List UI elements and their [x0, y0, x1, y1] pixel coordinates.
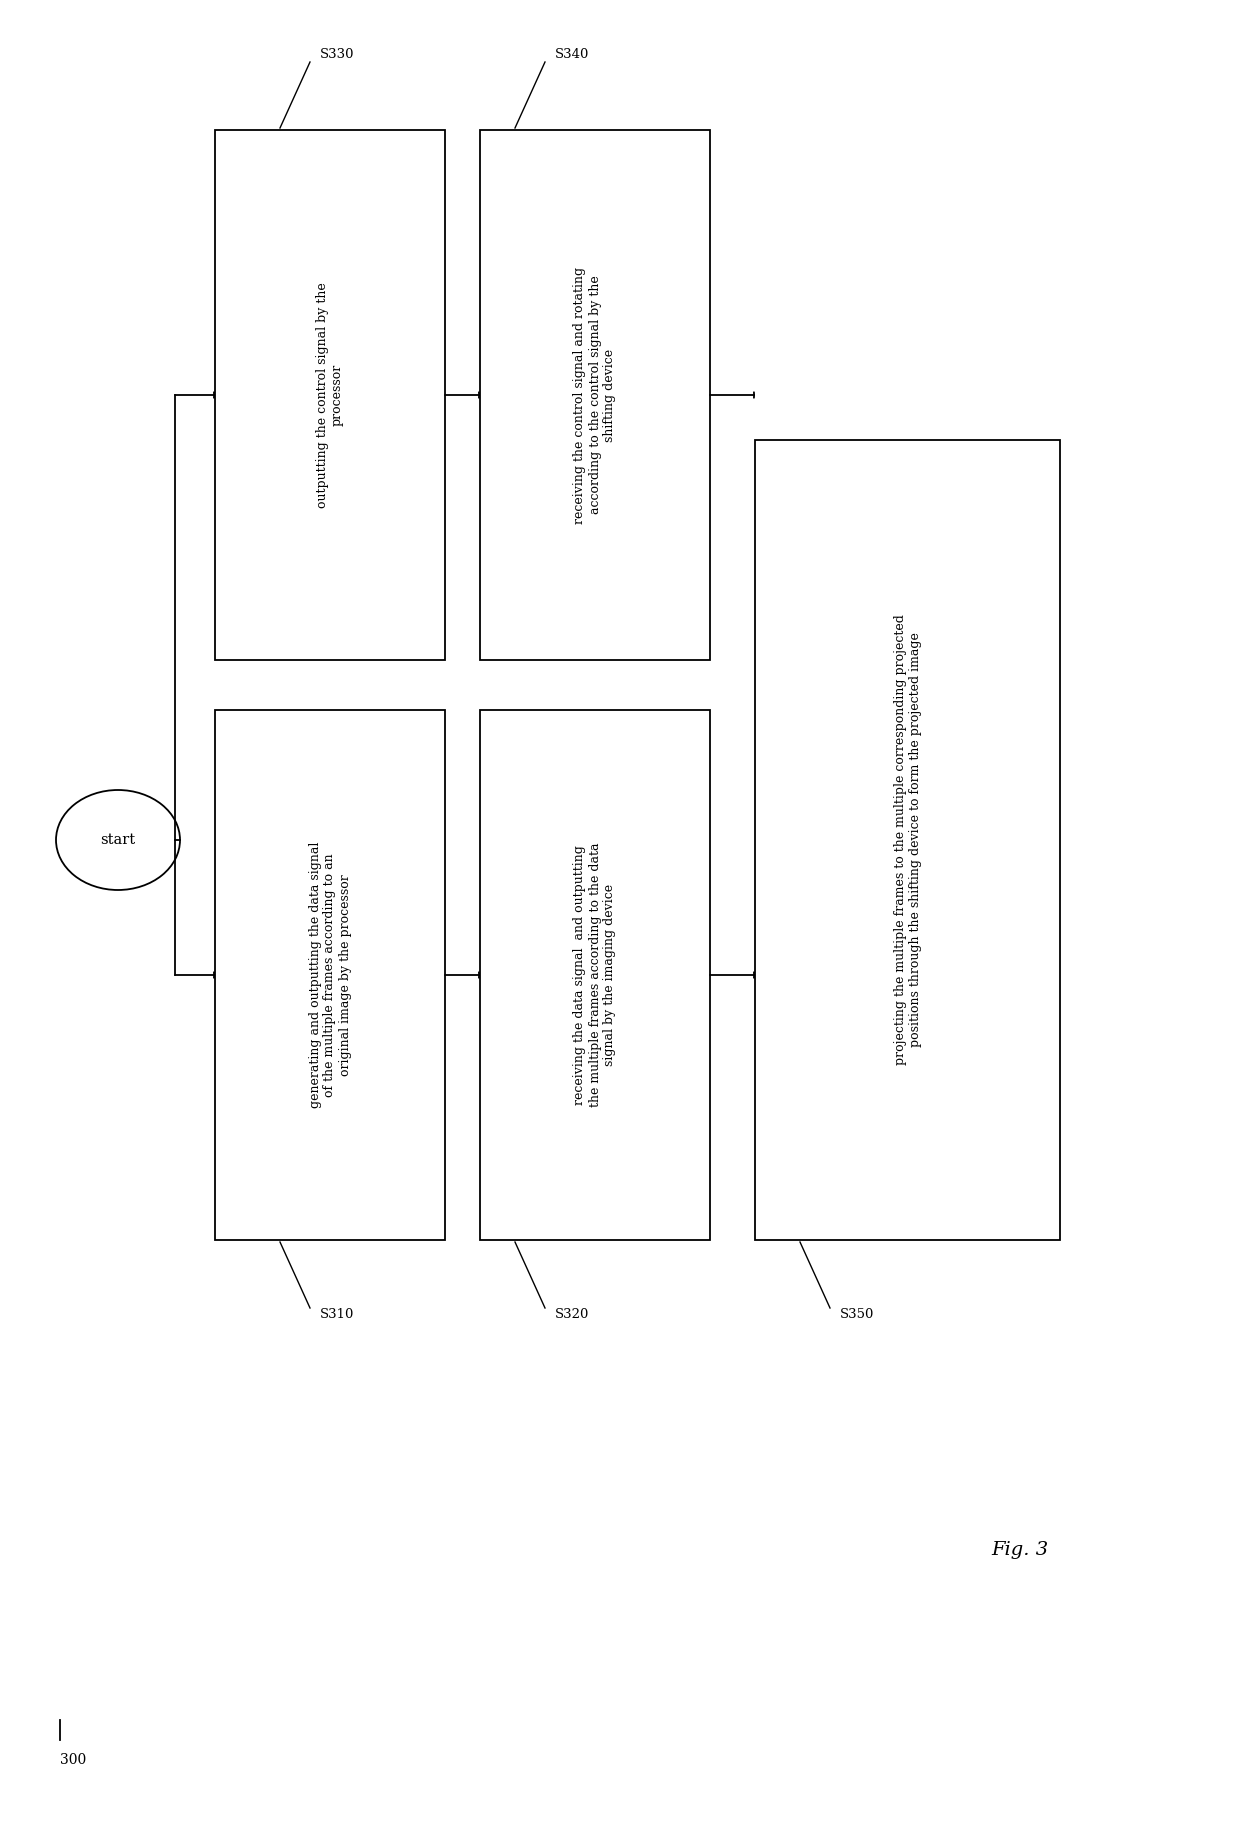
Bar — [215, 131, 445, 659]
Bar — [755, 440, 1060, 1240]
Bar — [215, 709, 445, 1240]
Text: S320: S320 — [556, 1308, 589, 1321]
Text: start: start — [100, 833, 135, 847]
Text: projecting the multiple frames to the multiple corresponding projected
positions: projecting the multiple frames to the mu… — [894, 615, 921, 1065]
Text: generating and outputting the data signal
of the multiple frames according to an: generating and outputting the data signa… — [309, 842, 351, 1109]
Text: Fig. 3: Fig. 3 — [992, 1542, 1049, 1558]
Ellipse shape — [56, 790, 180, 890]
Bar — [480, 131, 711, 659]
Text: S330: S330 — [320, 48, 355, 61]
Text: receiving the data signal  and outputting
the multiple frames according to the d: receiving the data signal and outputting… — [573, 844, 616, 1107]
Text: S310: S310 — [320, 1308, 355, 1321]
Text: 300: 300 — [60, 1754, 87, 1766]
Text: outputting the control signal by the
processor: outputting the control signal by the pro… — [316, 282, 343, 508]
Text: receiving the control signal and rotating
according to the control signal by the: receiving the control signal and rotatin… — [573, 267, 616, 523]
Text: S350: S350 — [839, 1308, 874, 1321]
Text: S340: S340 — [556, 48, 589, 61]
Bar — [480, 709, 711, 1240]
